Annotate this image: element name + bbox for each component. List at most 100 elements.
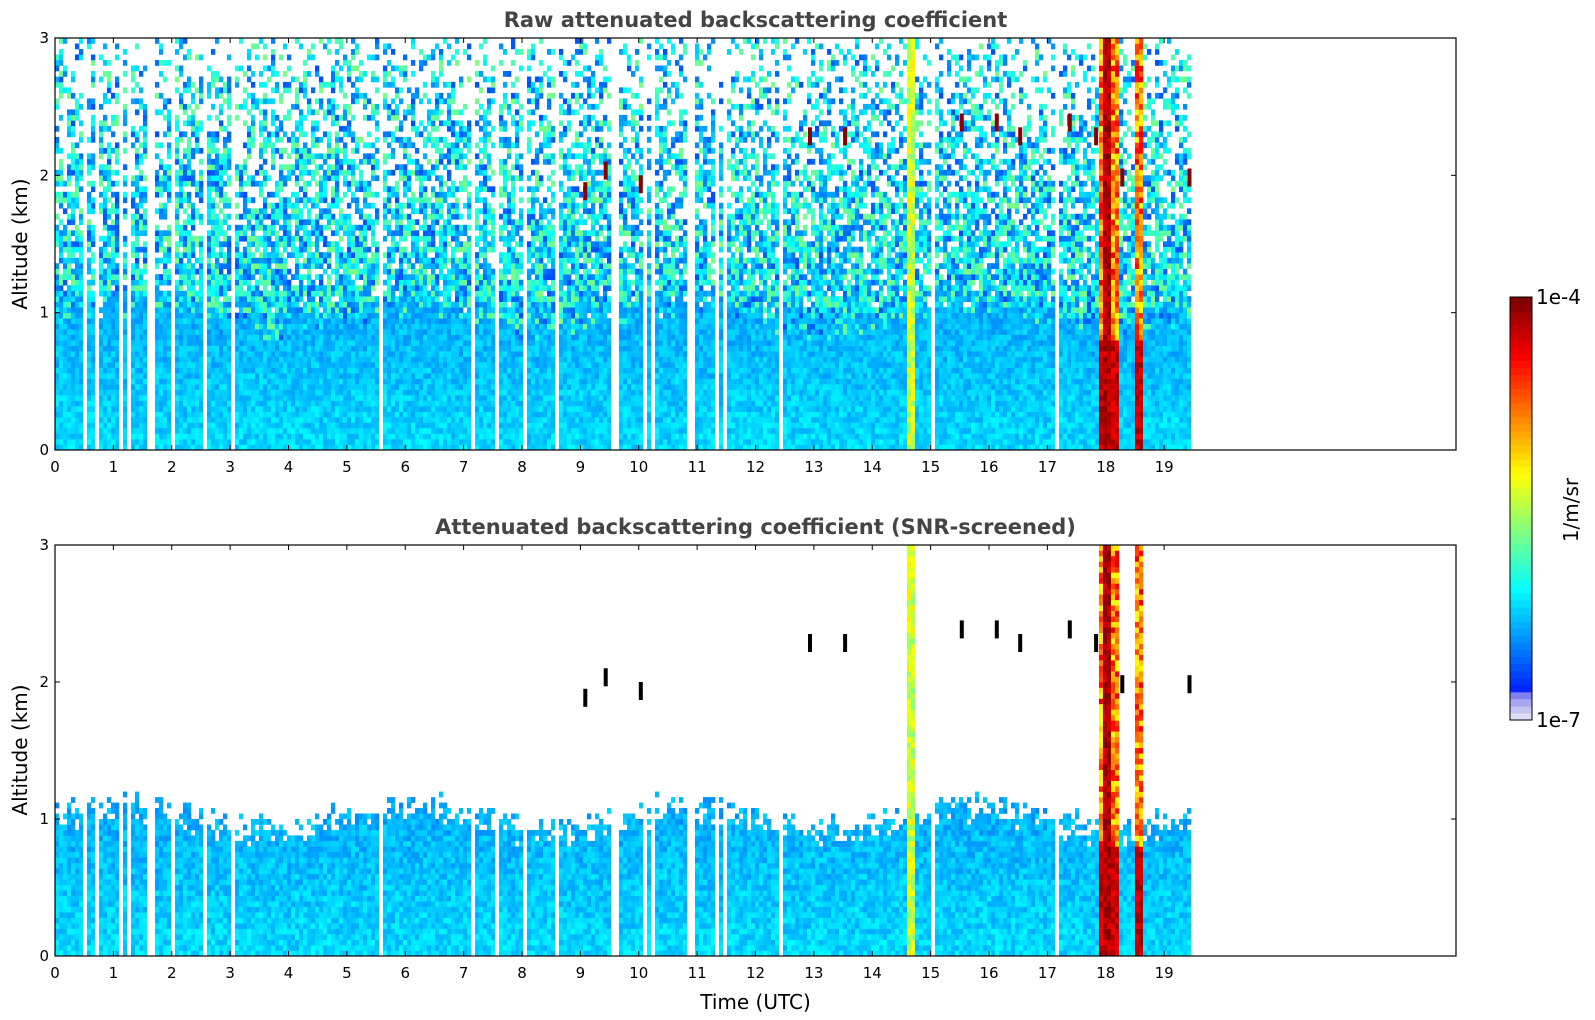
heatmap-cell (299, 115, 303, 121)
heatmap-cell (383, 423, 387, 429)
heatmap-cell (167, 313, 171, 319)
heatmap-cell (123, 335, 127, 341)
heatmap-cell (191, 296, 195, 302)
heatmap-cell (275, 379, 279, 385)
heatmap-cell (367, 340, 371, 346)
heatmap-cell (339, 417, 343, 423)
heatmap-cell (99, 203, 103, 209)
heatmap-cell (223, 230, 227, 236)
heatmap-cell (219, 186, 223, 192)
heatmap-cell (335, 131, 339, 137)
heatmap-cell (343, 390, 347, 396)
heatmap-cell (359, 401, 363, 407)
heatmap-cell (423, 263, 427, 269)
heatmap-cell (267, 428, 271, 434)
heatmap-cell (211, 142, 215, 148)
heatmap-cell (295, 434, 299, 440)
heatmap-cell (103, 197, 107, 203)
heatmap-cell (347, 291, 351, 297)
heatmap-cell (435, 93, 439, 99)
heatmap-cell (367, 406, 371, 412)
heatmap-cell (387, 379, 391, 385)
heatmap-cell (183, 357, 187, 363)
heatmap-cell (339, 137, 343, 143)
heatmap-cell (179, 302, 183, 308)
heatmap-cell (135, 236, 139, 242)
heatmap-cell (443, 164, 447, 170)
heatmap-cell (71, 417, 75, 423)
heatmap-cell (135, 406, 139, 412)
heatmap-cell (451, 208, 455, 214)
heatmap-cell (175, 428, 179, 434)
heatmap-cell (383, 434, 387, 440)
heatmap-cell (251, 291, 255, 297)
heatmap-cell (351, 357, 355, 363)
heatmap-cell (131, 219, 135, 225)
heatmap-cell (307, 313, 311, 319)
heatmap-cell (199, 274, 203, 280)
heatmap-cell (135, 82, 139, 88)
heatmap-cell (303, 241, 307, 247)
heatmap-cell (327, 439, 331, 445)
heatmap-cell (263, 434, 267, 440)
heatmap-cell (167, 395, 171, 401)
heatmap-cell (223, 291, 227, 297)
heatmap-cell (79, 439, 83, 445)
heatmap-cell (55, 285, 59, 291)
heatmap-cell (91, 208, 95, 214)
heatmap-cell (343, 439, 347, 445)
heatmap-cell (219, 153, 223, 159)
heatmap-cell (251, 368, 255, 374)
heatmap-cell (439, 109, 443, 115)
heatmap-cell (255, 98, 259, 104)
heatmap-cell (187, 214, 191, 220)
heatmap-cell (419, 329, 423, 335)
heatmap-cell (299, 241, 303, 247)
heatmap-cell (303, 131, 307, 137)
heatmap-cell (387, 252, 391, 258)
heatmap-cell (307, 285, 311, 291)
heatmap-cell (435, 379, 439, 385)
heatmap-cell (235, 384, 239, 390)
heatmap-cell (135, 313, 139, 319)
heatmap-cell (299, 291, 303, 297)
heatmap-cell (67, 263, 71, 269)
heatmap-cell (59, 115, 63, 121)
heatmap-cell (439, 55, 443, 61)
heatmap-cell (135, 274, 139, 280)
heatmap-cell (207, 274, 211, 280)
heatmap-cell (443, 307, 447, 313)
heatmap-cell (159, 406, 163, 412)
heatmap-cell (315, 362, 319, 368)
heatmap-cell (443, 153, 447, 159)
heatmap-cell (87, 401, 91, 407)
heatmap-cell (195, 412, 199, 418)
heatmap-cell (283, 373, 287, 379)
heatmap-cell (75, 142, 79, 148)
heatmap-cell (107, 241, 111, 247)
heatmap-cell (263, 384, 267, 390)
heatmap-cell (159, 390, 163, 396)
heatmap-cell (319, 401, 323, 407)
heatmap-cell (67, 335, 71, 341)
heatmap-cell (91, 324, 95, 330)
heatmap-cell (163, 423, 167, 429)
heatmap-cell (159, 434, 163, 440)
heatmap-cell (175, 434, 179, 440)
heatmap-cell (219, 247, 223, 253)
heatmap-cell (247, 109, 251, 115)
heatmap-cell (187, 351, 191, 357)
heatmap-cell (451, 269, 455, 275)
heatmap-cell (263, 329, 267, 335)
heatmap-cell (247, 307, 251, 313)
heatmap-cell (339, 329, 343, 335)
heatmap-cell (211, 434, 215, 440)
heatmap-cell (447, 373, 451, 379)
heatmap-cell (291, 208, 295, 214)
heatmap-cell (59, 71, 63, 77)
heatmap-cell (419, 412, 423, 418)
heatmap-cell (419, 269, 423, 275)
heatmap-cell (79, 362, 83, 368)
heatmap-cell (451, 434, 455, 440)
heatmap-cell (263, 274, 267, 280)
